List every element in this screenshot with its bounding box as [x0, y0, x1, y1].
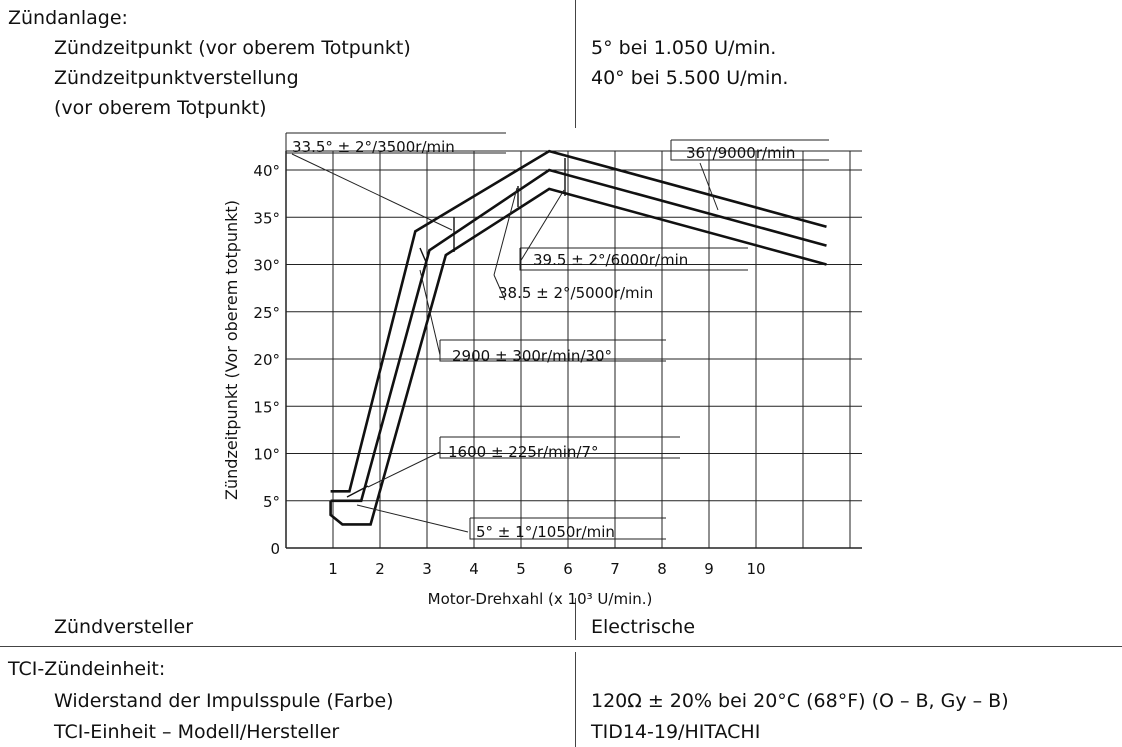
annotation-leader	[291, 153, 453, 231]
row-value-advance: 40° bei 5.500 U/min.	[591, 67, 789, 89]
y-tick-label: 35°	[253, 209, 280, 227]
row-label-pickup-resistance: Widerstand der Impulsspule (Farbe)	[54, 690, 394, 712]
annotation-label: 39.5 ± 2°/6000r/min	[533, 251, 688, 269]
chart-annotations: 33.5° ± 2°/3500r/min 36°/9000r/min 39.5 ± …	[285, 132, 829, 541]
row-label-advancer: Zündversteller	[54, 616, 194, 638]
annotation-leader	[419, 269, 441, 356]
annotation-bracket	[439, 339, 666, 362]
x-tick-label: 7	[610, 560, 620, 578]
annotation-bracket	[670, 139, 829, 161]
column-divider-middle	[575, 598, 576, 640]
y-tick-label: 25°	[253, 304, 280, 322]
x-tick-label: 6	[563, 560, 573, 578]
annotation-label: 33.5° ± 2°/3500r/min	[292, 138, 455, 156]
chart-ticks: 0 5° 10° 15° 20° 25° 30° 35° 40° 1 2 3 4 5 6 7 8 9 10 Motor…	[222, 162, 766, 608]
row-value-timing: 5° bei 1.050 U/min.	[591, 37, 777, 59]
tolerance-arrow	[419, 247, 427, 263]
row-value-tci-model: TID14-19/HITACHI	[591, 721, 761, 743]
advance-curve-2	[330, 168, 827, 503]
annotation-bracket	[519, 247, 748, 271]
annotation-bracket	[285, 132, 506, 154]
row-value-advancer: Electrische	[591, 616, 696, 638]
y-tick-label: 40°	[253, 162, 280, 180]
annotation-leader	[367, 451, 441, 488]
y-tick-label: 15°	[253, 398, 280, 416]
x-tick-label: 5	[516, 560, 526, 578]
y-tick-label: 30°	[253, 257, 280, 275]
chart-curves	[329, 149, 827, 526]
x-tick-label: 2	[375, 560, 385, 578]
tolerance-arrow	[346, 485, 369, 498]
section-title-tci: TCI-Zündeinheit:	[8, 658, 166, 680]
x-tick-label: 1	[328, 560, 338, 578]
advance-curve-1	[330, 149, 827, 493]
y-tick-label: 0	[270, 540, 280, 558]
x-tick-label: 8	[657, 560, 667, 578]
row-value-pickup-resistance: 120Ω ± 20% bei 20°C (68°F) (O – B, Gy – …	[591, 690, 1009, 712]
annotation-label: 38.5 ± 2°/5000r/min	[498, 284, 653, 302]
section-title-ignition: Zündanlage:	[8, 7, 128, 29]
chart-grid	[285, 150, 862, 549]
annotation-label: 1600 ± 225r/min/7°	[448, 443, 599, 461]
annotation-leader	[493, 274, 506, 301]
annotation-leader	[493, 187, 518, 276]
annotation-leader	[519, 189, 565, 263]
annotation-label: 36°/9000r/min	[686, 144, 795, 162]
advance-curve-3	[329, 187, 827, 526]
row-label-advance: Zündzeitpunktverstellung	[54, 67, 299, 89]
annotation-label: 2900 ± 300r/min/30°	[452, 347, 612, 365]
x-tick-label: 3	[422, 560, 432, 578]
x-tick-label: 9	[704, 560, 714, 578]
row-label-timing: Zündzeitpunkt (vor oberem Totpunkt)	[54, 37, 411, 59]
row-label-tci-model: TCI-Einheit – Modell/Hersteller	[54, 721, 340, 743]
annotation-leader	[699, 162, 719, 211]
y-tick-label: 5°	[263, 493, 280, 511]
annotation-bracket	[469, 517, 666, 540]
x-axis-title: Motor-Drehxahl (x 10³ U/min.)	[428, 590, 653, 608]
y-axis-title: Zündzeitpunkt (Vor oberem totpunkt)	[222, 200, 241, 500]
column-divider-bottom	[575, 652, 576, 747]
y-tick-label: 20°	[253, 351, 280, 369]
column-divider-top	[575, 0, 576, 128]
annotation-label: 5° ± 1°/1050r/min	[476, 523, 615, 541]
annotation-leader	[356, 504, 469, 533]
row-label-advance-note: (vor oberem Totpunkt)	[54, 97, 267, 119]
x-tick-label: 4	[469, 560, 479, 578]
section-divider	[0, 646, 1122, 647]
x-tick-label: 10	[746, 560, 765, 578]
y-tick-label: 10°	[253, 446, 280, 464]
annotation-bracket	[439, 436, 680, 459]
